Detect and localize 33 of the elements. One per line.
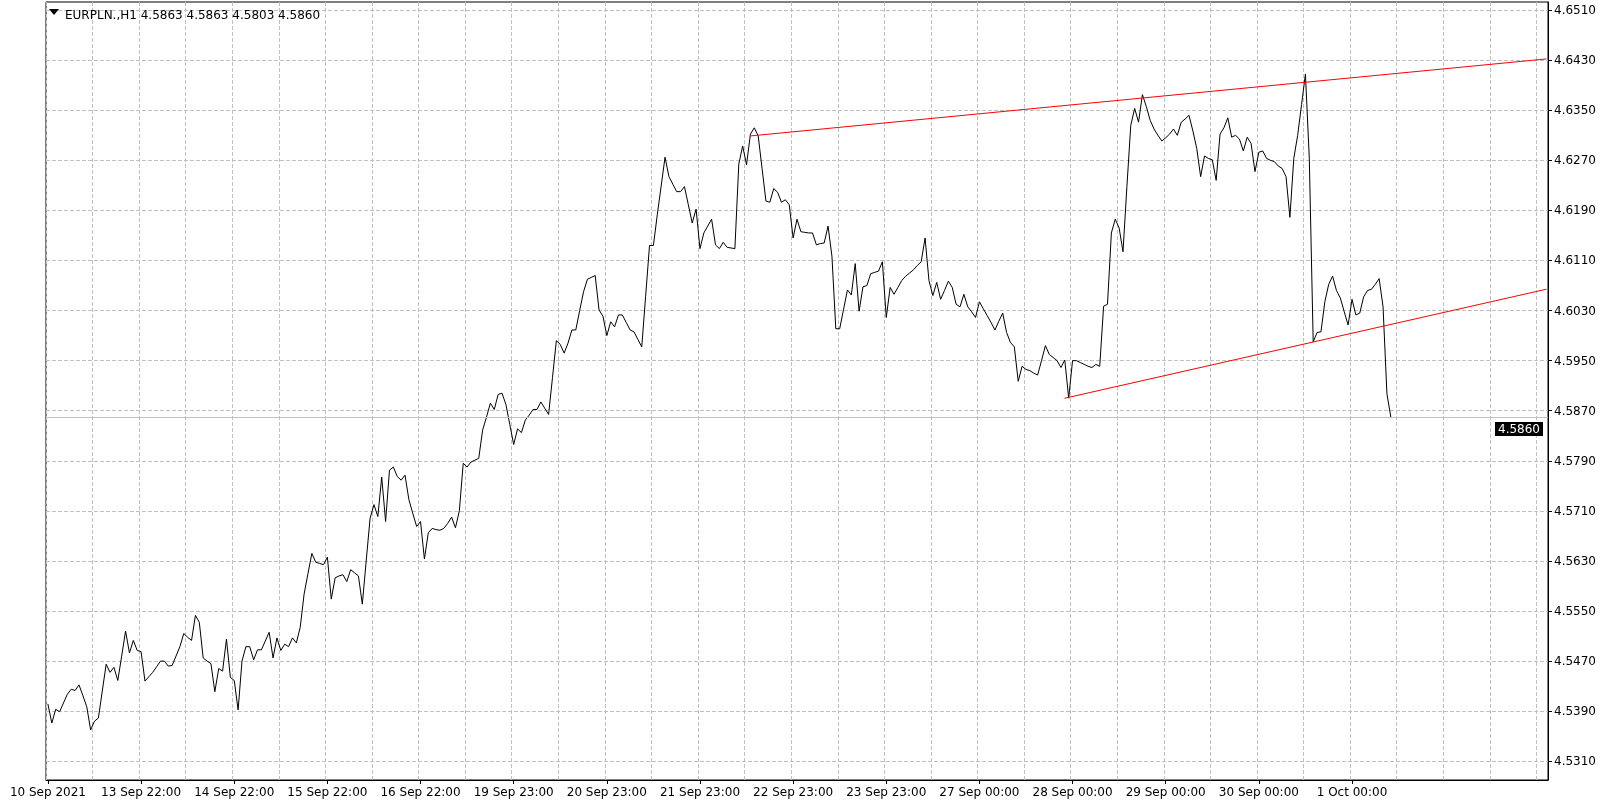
y-tick-label: 4.6110 (1554, 253, 1596, 268)
x-tick-label: 30 Sep 00:00 (1218, 785, 1299, 799)
x-tick-label: 10 Sep 2021 (9, 785, 86, 799)
x-tick-label: 19 Sep 23:00 (473, 785, 554, 799)
x-tick-label: 27 Sep 00:00 (939, 785, 1020, 799)
x-tick-label: 1 Oct 00:00 (1316, 785, 1388, 799)
y-tick-label: 4.5710 (1554, 503, 1596, 518)
x-tick-label: 15 Sep 22:00 (287, 785, 368, 799)
text: EURPLN.,H1 4.5863 4.5863 4.5803 4.5860 (65, 8, 321, 22)
y-tick-label: 4.5310 (1554, 754, 1596, 769)
y-tick-label: 4.6350 (1554, 103, 1596, 118)
y-tick-label: 4.6030 (1554, 303, 1596, 318)
x-tick-label: 22 Sep 23:00 (753, 785, 834, 799)
x-tick-label: 13 Sep 22:00 (101, 785, 182, 799)
x-tick-label: 16 Sep 22:00 (380, 785, 461, 799)
x-tick-label: 28 Sep 00:00 (1032, 785, 1113, 799)
x-tick-label: 14 Sep 22:00 (194, 785, 275, 799)
x-tick-label: 20 Sep 23:00 (566, 785, 647, 799)
x-tick-label: 23 Sep 23:00 (846, 785, 927, 799)
y-tick-label: 4.6270 (1554, 153, 1596, 168)
y-tick-label: 4.6430 (1554, 53, 1596, 68)
y-tick-label: 4.5390 (1554, 704, 1596, 719)
y-tick-label: 4.5790 (1554, 453, 1596, 468)
y-tick-label: 4.5630 (1554, 553, 1596, 568)
y-tick-label: 4.5870 (1554, 403, 1596, 418)
y-tick-label: 4.5550 (1554, 604, 1596, 619)
y-tick-label: 4.6190 (1554, 203, 1596, 218)
x-tick-label: 29 Sep 00:00 (1125, 785, 1206, 799)
y-tick-label: 4.5470 (1554, 654, 1596, 669)
y-tick-label: 4.6510 (1554, 3, 1596, 18)
x-tick-label: 21 Sep 23:00 (659, 785, 741, 799)
y-tick-label: 4.5950 (1554, 353, 1596, 368)
ref-line-label: 4.5860 (1498, 421, 1540, 436)
